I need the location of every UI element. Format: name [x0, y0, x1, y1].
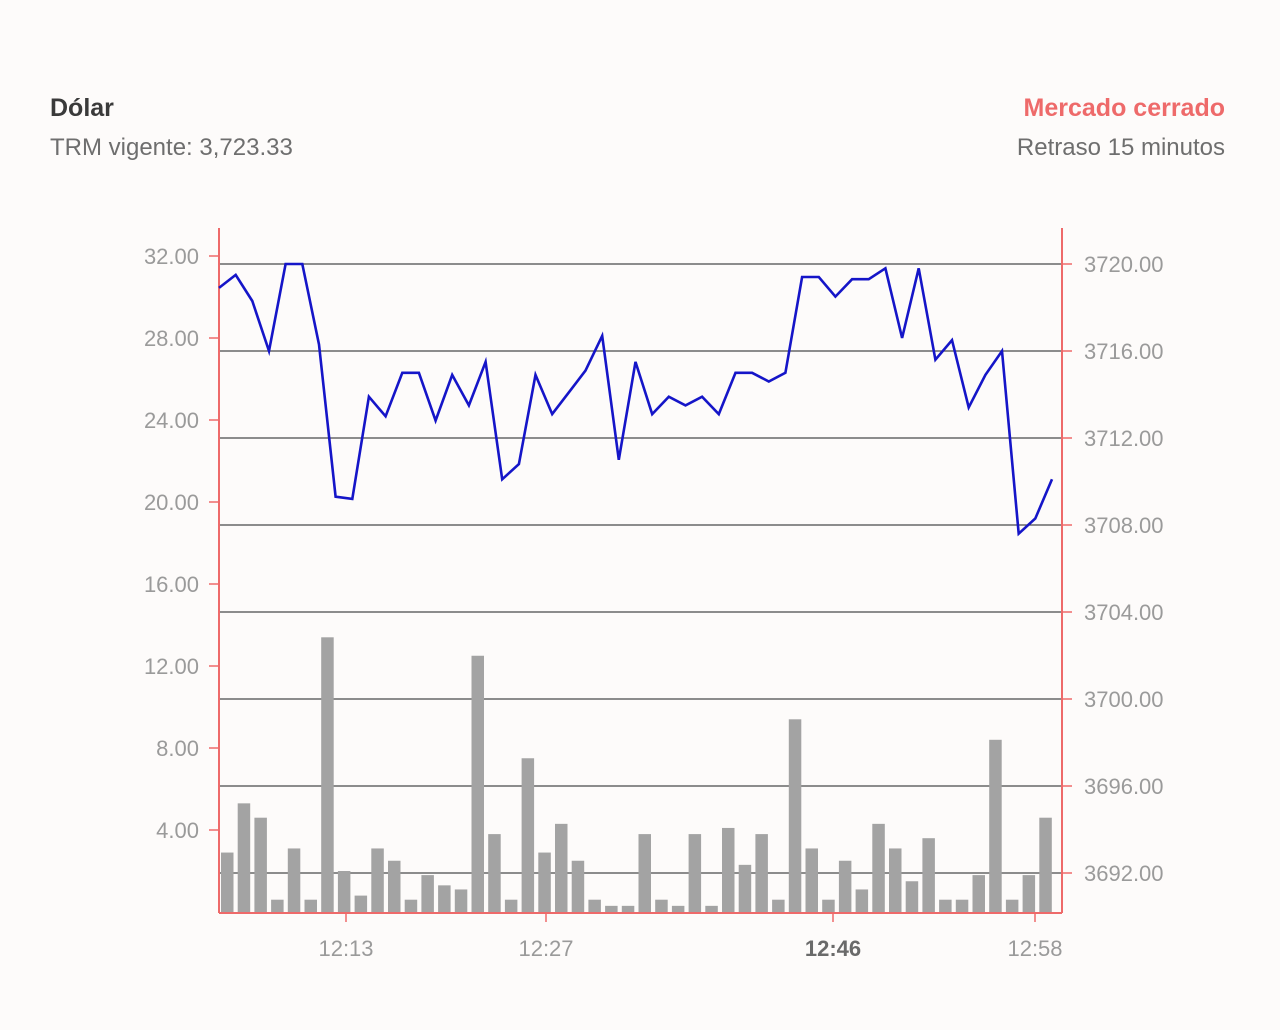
- price-line-group: [218, 262, 1054, 537]
- left-tick-label: 28.00: [144, 326, 199, 351]
- right-tick-label: 3696.00: [1084, 774, 1164, 799]
- volume-bar: [705, 905, 718, 913]
- volume-bar: [788, 719, 802, 913]
- volume-bar: [772, 899, 785, 913]
- volume-bar: [1039, 817, 1052, 913]
- header-right: Mercado cerrado Retraso 15 minutos: [1017, 92, 1225, 164]
- header-left: Dólar TRM vigente: 3,723.33: [50, 92, 293, 164]
- volume-bar: [989, 739, 1002, 913]
- tick-labels: 32.00 28.00 24.00 20.00 16.00 12.00 8.00 4.00 37…: [144, 244, 1164, 961]
- volume-bar: [922, 838, 935, 913]
- volume-bar: [321, 637, 334, 913]
- axes: [209, 228, 1072, 922]
- volume-bar: [955, 899, 969, 913]
- volume-bar: [805, 848, 818, 913]
- left-tick-label: 20.00: [144, 490, 199, 515]
- right-tick-label: 3720.00: [1084, 252, 1164, 277]
- volume-bar: [521, 758, 535, 913]
- x-tick-label: 12:27: [518, 936, 573, 961]
- volume-bar: [655, 899, 668, 913]
- volume-bar: [738, 864, 752, 913]
- volume-bar: [404, 899, 418, 913]
- volume-bar: [755, 834, 768, 913]
- volume-bar: [237, 803, 251, 913]
- volume-bar: [588, 899, 601, 913]
- volume-bar: [438, 885, 451, 913]
- volume-bar: [254, 817, 267, 913]
- volume-bar: [454, 889, 468, 913]
- left-tick-label: 32.00: [144, 244, 199, 269]
- right-tick-label: 3712.00: [1084, 426, 1164, 451]
- volume-bar: [571, 860, 585, 913]
- volume-bar: [538, 852, 551, 913]
- volume-bar: [287, 848, 301, 913]
- volume-bar: [471, 655, 484, 913]
- volume-bar: [722, 827, 735, 913]
- volume-bar: [304, 899, 317, 913]
- volume-bar: [621, 905, 635, 913]
- volume-bar: [671, 905, 685, 913]
- x-tick-label: 12:46: [805, 936, 861, 961]
- grid-lines: [219, 263, 1062, 874]
- volume-bar: [388, 860, 401, 913]
- delay-note: Retraso 15 minutos: [1016, 134, 1225, 161]
- volume-bar: [605, 905, 618, 913]
- right-tick-label: 3704.00: [1084, 600, 1164, 625]
- x-tick-label: 12:13: [318, 936, 373, 961]
- volume-bar: [638, 834, 651, 913]
- volume-bar: [905, 881, 919, 913]
- volume-bar: [555, 823, 568, 913]
- volume-bar: [889, 848, 902, 913]
- volume-bar: [488, 834, 501, 913]
- right-tick-label: 3700.00: [1084, 687, 1164, 712]
- volume-bar: [271, 899, 284, 913]
- left-tick-label: 4.00: [156, 818, 199, 843]
- x-tick-label: 12:58: [1007, 936, 1062, 961]
- chart-title: Dólar: [50, 94, 114, 122]
- right-tick-label: 3692.00: [1084, 861, 1164, 886]
- volume-bar: [371, 848, 384, 913]
- volume-bars: [221, 637, 1052, 913]
- volume-bar: [855, 889, 869, 913]
- volume-bar: [838, 860, 852, 913]
- volume-bar: [872, 823, 885, 913]
- volume-bar: [688, 834, 702, 913]
- left-tick-label: 12.00: [144, 654, 199, 679]
- volume-bar: [822, 899, 835, 913]
- volume-bar: [504, 899, 518, 913]
- left-tick-label: 16.00: [144, 572, 199, 597]
- volume-bar: [221, 852, 234, 913]
- volume-bar: [354, 895, 368, 913]
- volume-bar: [972, 875, 985, 913]
- right-tick-label: 3708.00: [1084, 513, 1164, 538]
- trm-value: TRM vigente: 3,723.33: [50, 134, 293, 161]
- right-tick-label: 3716.00: [1084, 339, 1164, 364]
- left-tick-label: 8.00: [156, 736, 199, 761]
- market-status: Mercado cerrado: [1023, 94, 1225, 122]
- volume-bar: [1005, 899, 1019, 913]
- volume-bar: [337, 871, 351, 913]
- left-tick-label: 24.00: [144, 408, 199, 433]
- volume-bar: [421, 875, 434, 913]
- volume-bar: [1022, 875, 1036, 913]
- price-line: [218, 262, 1054, 537]
- volume-bar: [939, 899, 952, 913]
